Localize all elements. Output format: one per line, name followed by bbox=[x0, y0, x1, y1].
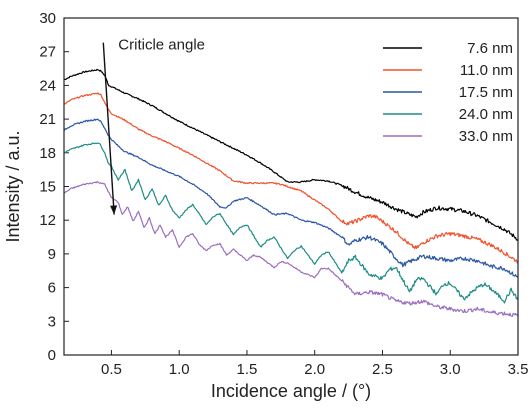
y-tick-label: 30 bbox=[39, 10, 56, 27]
plot-frame bbox=[63, 17, 519, 356]
series-layer bbox=[63, 68, 519, 317]
y-tick-label: 12 bbox=[39, 212, 56, 229]
annotation-arrow-head bbox=[110, 205, 118, 215]
y-tick-label: 21 bbox=[39, 111, 56, 128]
series-line bbox=[63, 118, 519, 278]
axes-layer: 0 3 6 9 12 15 18 21 24 27 30 0.5 1.0 1.5 2.0 2.5 3.0 3.5 bbox=[39, 10, 528, 378]
x-tick-label: 2.5 bbox=[372, 361, 393, 378]
annotation-label: Criticle angle bbox=[118, 37, 205, 54]
series-line bbox=[63, 181, 519, 317]
legend-label: 33.0 nm bbox=[459, 128, 513, 145]
y-tick-label: 24 bbox=[39, 77, 56, 94]
y-tick-label: 6 bbox=[48, 280, 56, 297]
series-line bbox=[63, 68, 519, 241]
legend: 7.6 nm 11.0 nm 17.5 nm 24.0 nm 33.0 nm bbox=[383, 40, 513, 145]
x-tick-label: 2.0 bbox=[304, 361, 325, 378]
legend-label: 24.0 nm bbox=[459, 106, 513, 123]
series-line bbox=[63, 142, 519, 304]
legend-label: 17.5 nm bbox=[459, 84, 513, 101]
x-tick-label: 1.0 bbox=[169, 361, 190, 378]
y-tick-label: 27 bbox=[39, 44, 56, 61]
x-tick-label: 3.0 bbox=[440, 361, 461, 378]
x-tick-label: 1.5 bbox=[237, 361, 258, 378]
y-tick-label: 0 bbox=[48, 347, 56, 364]
x-axis-label: Incidence angle / (°) bbox=[211, 381, 371, 401]
x-tick-label: 0.5 bbox=[101, 361, 122, 378]
annotation-arrow-shaft bbox=[102, 42, 115, 215]
legend-label: 11.0 nm bbox=[460, 62, 513, 79]
y-axis-label: Intensity / a.u. bbox=[3, 130, 23, 242]
x-tick-label: 3.5 bbox=[508, 361, 529, 378]
y-tick-label: 18 bbox=[39, 145, 56, 162]
y-tick-label: 15 bbox=[39, 179, 56, 196]
y-tick-label: 9 bbox=[48, 246, 56, 263]
legend-label: 7.6 nm bbox=[467, 40, 513, 57]
y-tick-label: 3 bbox=[48, 313, 56, 330]
series-line bbox=[63, 92, 519, 264]
annotation-layer: Criticle angle bbox=[102, 37, 205, 215]
